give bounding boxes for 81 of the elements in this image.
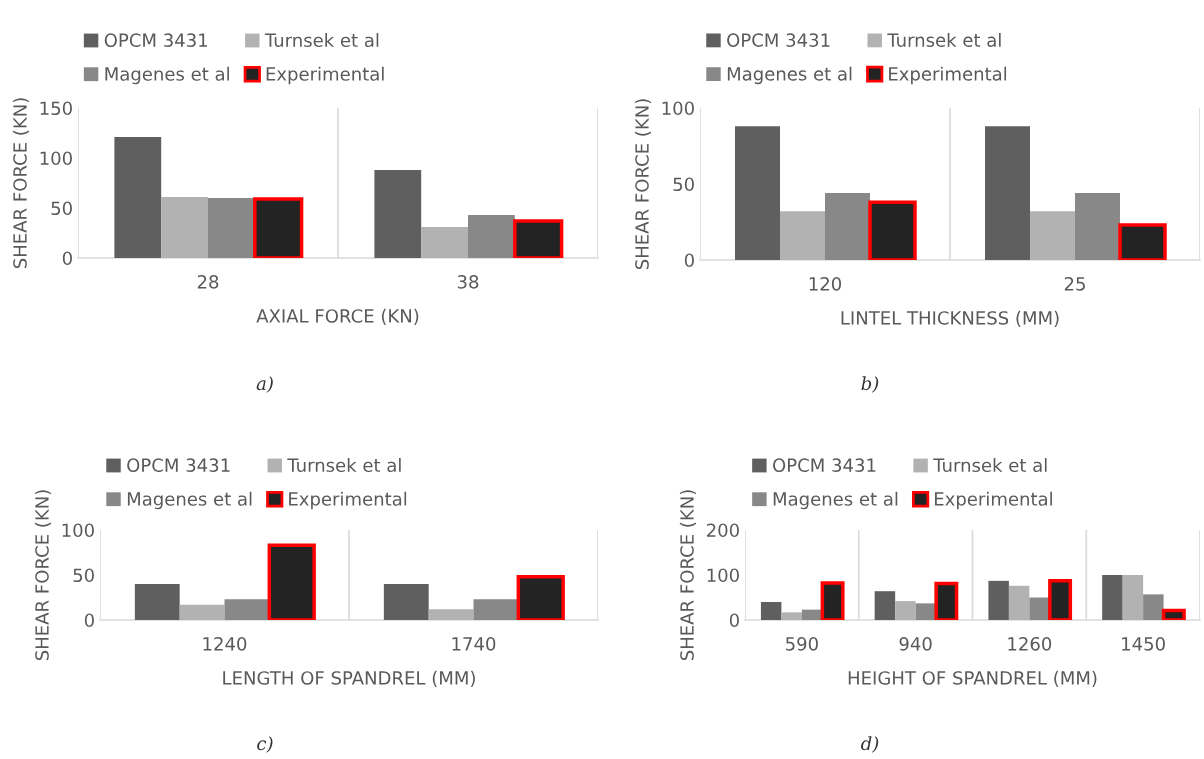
y-axis-title: SHEAR FORCE (KN) (634, 99, 651, 270)
x-tick-label: 25 (1064, 276, 1085, 291)
x-tick-label: 1740 (452, 636, 496, 651)
y-tick-label: 0 (729, 613, 739, 628)
x-tick-label: 120 (809, 276, 842, 291)
legend-label: OPCM 3431 (727, 33, 830, 47)
legend-label: Magenes et al (727, 66, 852, 85)
bar (1008, 585, 1030, 620)
bar (780, 211, 825, 260)
y-tick-label: 0 (62, 251, 72, 266)
bar (468, 215, 515, 258)
bar (179, 604, 225, 620)
y-tick-label: 50 (673, 177, 694, 192)
x-axis-title: LINTEL THICKNESS (MM) (841, 310, 1059, 327)
bar (915, 603, 937, 620)
text: b) (861, 376, 879, 393)
legend-label: OPCM 3431 (104, 33, 208, 48)
x-axis-title: AXIAL FORCE (KN) (256, 308, 419, 325)
legend-label: Turnsek et al (264, 33, 379, 48)
bar (134, 584, 180, 620)
y-axis-title: SHEAR FORCE (KN) (34, 490, 51, 661)
legend-label: Turnsek et al (887, 32, 1001, 47)
x-tick-label: 1240 (203, 636, 247, 651)
legend-label: Magenes et al (105, 66, 229, 85)
bar (224, 599, 270, 620)
text: c) (257, 736, 273, 753)
y-tick-label: 50 (51, 201, 72, 216)
bar (1102, 575, 1123, 620)
bar (735, 126, 780, 260)
y-tick-label: 0 (84, 613, 94, 628)
bar (114, 137, 162, 258)
legend-label: Experimental (266, 66, 384, 85)
y-tick-label: 50 (73, 568, 94, 583)
x-axis-title: HEIGHT OF SPANDREL (MM) (848, 670, 1097, 687)
y-tick-label: 100 (662, 101, 694, 116)
bar (161, 197, 208, 258)
x-tick-label: 1260 (1008, 636, 1052, 651)
y-axis-title: SHEAR FORCE (KN) (679, 490, 696, 661)
y-tick-label: 100 (707, 568, 739, 583)
text: a) (256, 376, 273, 393)
bar (383, 584, 429, 620)
x-tick-label: 28 (197, 274, 219, 289)
legend-label: Turnsek et al (933, 458, 1047, 473)
legend-label: Experimental (935, 491, 1052, 510)
legend-label: Turnsek et al (287, 458, 401, 473)
bar (208, 198, 255, 258)
y-tick-label: 0 (684, 253, 694, 268)
bar (473, 599, 519, 620)
legend-label: OPCM 3431 (127, 458, 230, 473)
legend-label: Experimental (289, 491, 407, 510)
y-tick-label: 100 (62, 523, 94, 538)
y-tick-label: 200 (707, 523, 739, 538)
x-tick-label: 38 (457, 274, 479, 289)
bar (1122, 575, 1144, 620)
bar (421, 227, 468, 258)
bar (874, 591, 896, 620)
bar (428, 609, 474, 620)
bar (825, 193, 870, 260)
text: d) (861, 736, 879, 753)
x-tick-label: 1450 (1122, 636, 1165, 651)
bar (1143, 594, 1164, 620)
bar (1030, 211, 1075, 260)
y-axis-title: SHEAR FORCE (KN) (12, 98, 29, 269)
bar (895, 601, 916, 620)
bar (985, 126, 1030, 260)
bar (988, 580, 1009, 620)
legend-label: OPCM 3431 (773, 458, 876, 473)
x-axis-title: LENGTH OF SPANDREL (MM) (223, 670, 475, 687)
y-tick-label: 100 (40, 151, 72, 166)
x-tick-label: 590 (786, 636, 818, 651)
y-tick-label: 150 (40, 101, 72, 116)
bar (760, 602, 782, 620)
bar (1029, 597, 1050, 620)
x-tick-label: 940 (899, 636, 932, 651)
bar (781, 612, 802, 620)
legend-label: Magenes et al (773, 491, 898, 510)
bar (801, 609, 823, 620)
legend-label: Experimental (889, 66, 1007, 85)
bar (1075, 193, 1120, 260)
legend-label: Magenes et al (127, 491, 252, 510)
bar (374, 170, 422, 258)
